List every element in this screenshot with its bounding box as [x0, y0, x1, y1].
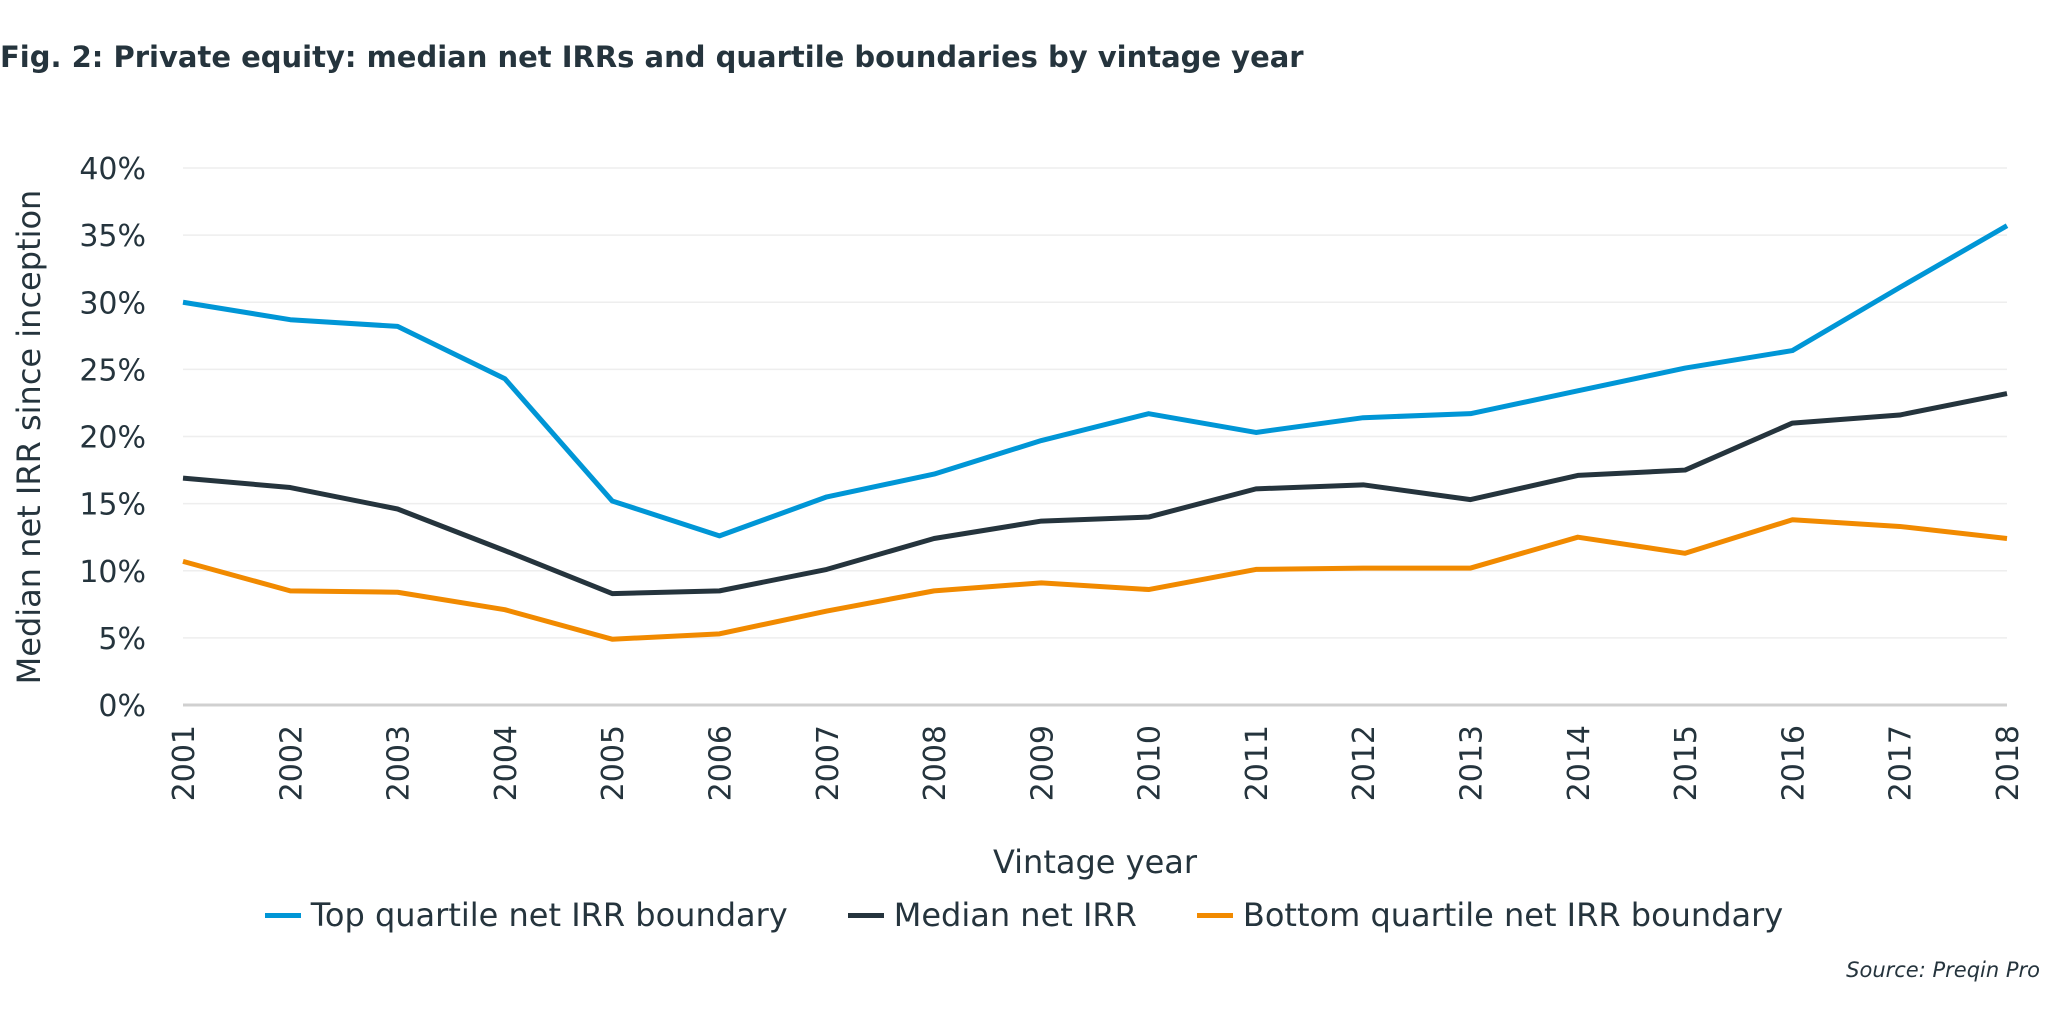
- x-tick-label: 2018: [1991, 725, 2026, 801]
- x-tick-label: 2014: [1562, 725, 1597, 801]
- x-tick-label: 2004: [489, 725, 524, 801]
- x-tick-label: 2008: [918, 725, 953, 801]
- y-tick-label: 20%: [79, 421, 146, 456]
- x-tick-label: 2017: [1884, 725, 1919, 801]
- legend-swatch: [847, 912, 884, 918]
- gridlines: [183, 167, 2007, 707]
- x-tick-label: 2001: [167, 725, 202, 801]
- series-line: [182, 517, 2008, 642]
- x-axis-label: Vintage year: [993, 843, 1198, 881]
- x-tick-label: 2011: [1240, 725, 1275, 801]
- series-line: [182, 223, 2009, 539]
- legend-swatch: [1196, 912, 1233, 918]
- legend-label: Bottom quartile net IRR boundary: [1242, 896, 1784, 934]
- series-lines: [182, 223, 2009, 642]
- y-tick-label: 40%: [79, 152, 146, 187]
- series-line: [182, 391, 2008, 597]
- y-tick-label: 0%: [98, 689, 146, 724]
- x-tick-label: 2012: [1347, 725, 1382, 801]
- y-tick-label: 30%: [79, 286, 146, 321]
- legend: Top quartile net IRR boundary Median net…: [0, 896, 2048, 934]
- x-tick-label: 2016: [1776, 725, 1811, 801]
- x-tick-label: 2013: [1455, 725, 1490, 801]
- x-tick-label: 2010: [1133, 725, 1168, 801]
- x-tick-labels: 2001 2002 2003 2004 2005 2006 2007 2008 2009 2010…: [167, 725, 2026, 801]
- x-tick-label: 2015: [1669, 725, 1704, 801]
- x-tick-label: 2006: [703, 725, 738, 801]
- x-tick-label: 2005: [596, 725, 631, 801]
- legend-item-median: Median net IRR: [847, 896, 1137, 934]
- legend-label: Top quartile net IRR boundary: [310, 896, 788, 934]
- y-tick-label: 15%: [79, 488, 146, 523]
- y-tick-label: 10%: [79, 555, 146, 590]
- y-tick-label: 35%: [79, 219, 146, 254]
- source-note: Source: Preqin Pro: [1846, 958, 2040, 982]
- chart-title: Fig. 2: Private equity: median net IRRs …: [0, 40, 1304, 74]
- legend-label: Median net IRR: [893, 896, 1137, 934]
- legend-swatch: [264, 912, 301, 918]
- legend-item-bottom-quartile: Bottom quartile net IRR boundary: [1196, 896, 1784, 934]
- x-tick-label: 2009: [1025, 725, 1060, 801]
- x-tick-label: 2002: [274, 725, 309, 801]
- y-tick-label: 5%: [98, 622, 146, 657]
- y-tick-labels: 0% 5% 10% 15% 20% 25% 30% 35% 40%: [79, 152, 146, 724]
- y-axis-label: Median net IRR since inception: [10, 190, 48, 685]
- x-tick-label: 2007: [811, 725, 846, 801]
- legend-item-top-quartile: Top quartile net IRR boundary: [264, 896, 788, 934]
- y-tick-label: 25%: [79, 353, 146, 388]
- x-tick-label: 2003: [382, 725, 417, 801]
